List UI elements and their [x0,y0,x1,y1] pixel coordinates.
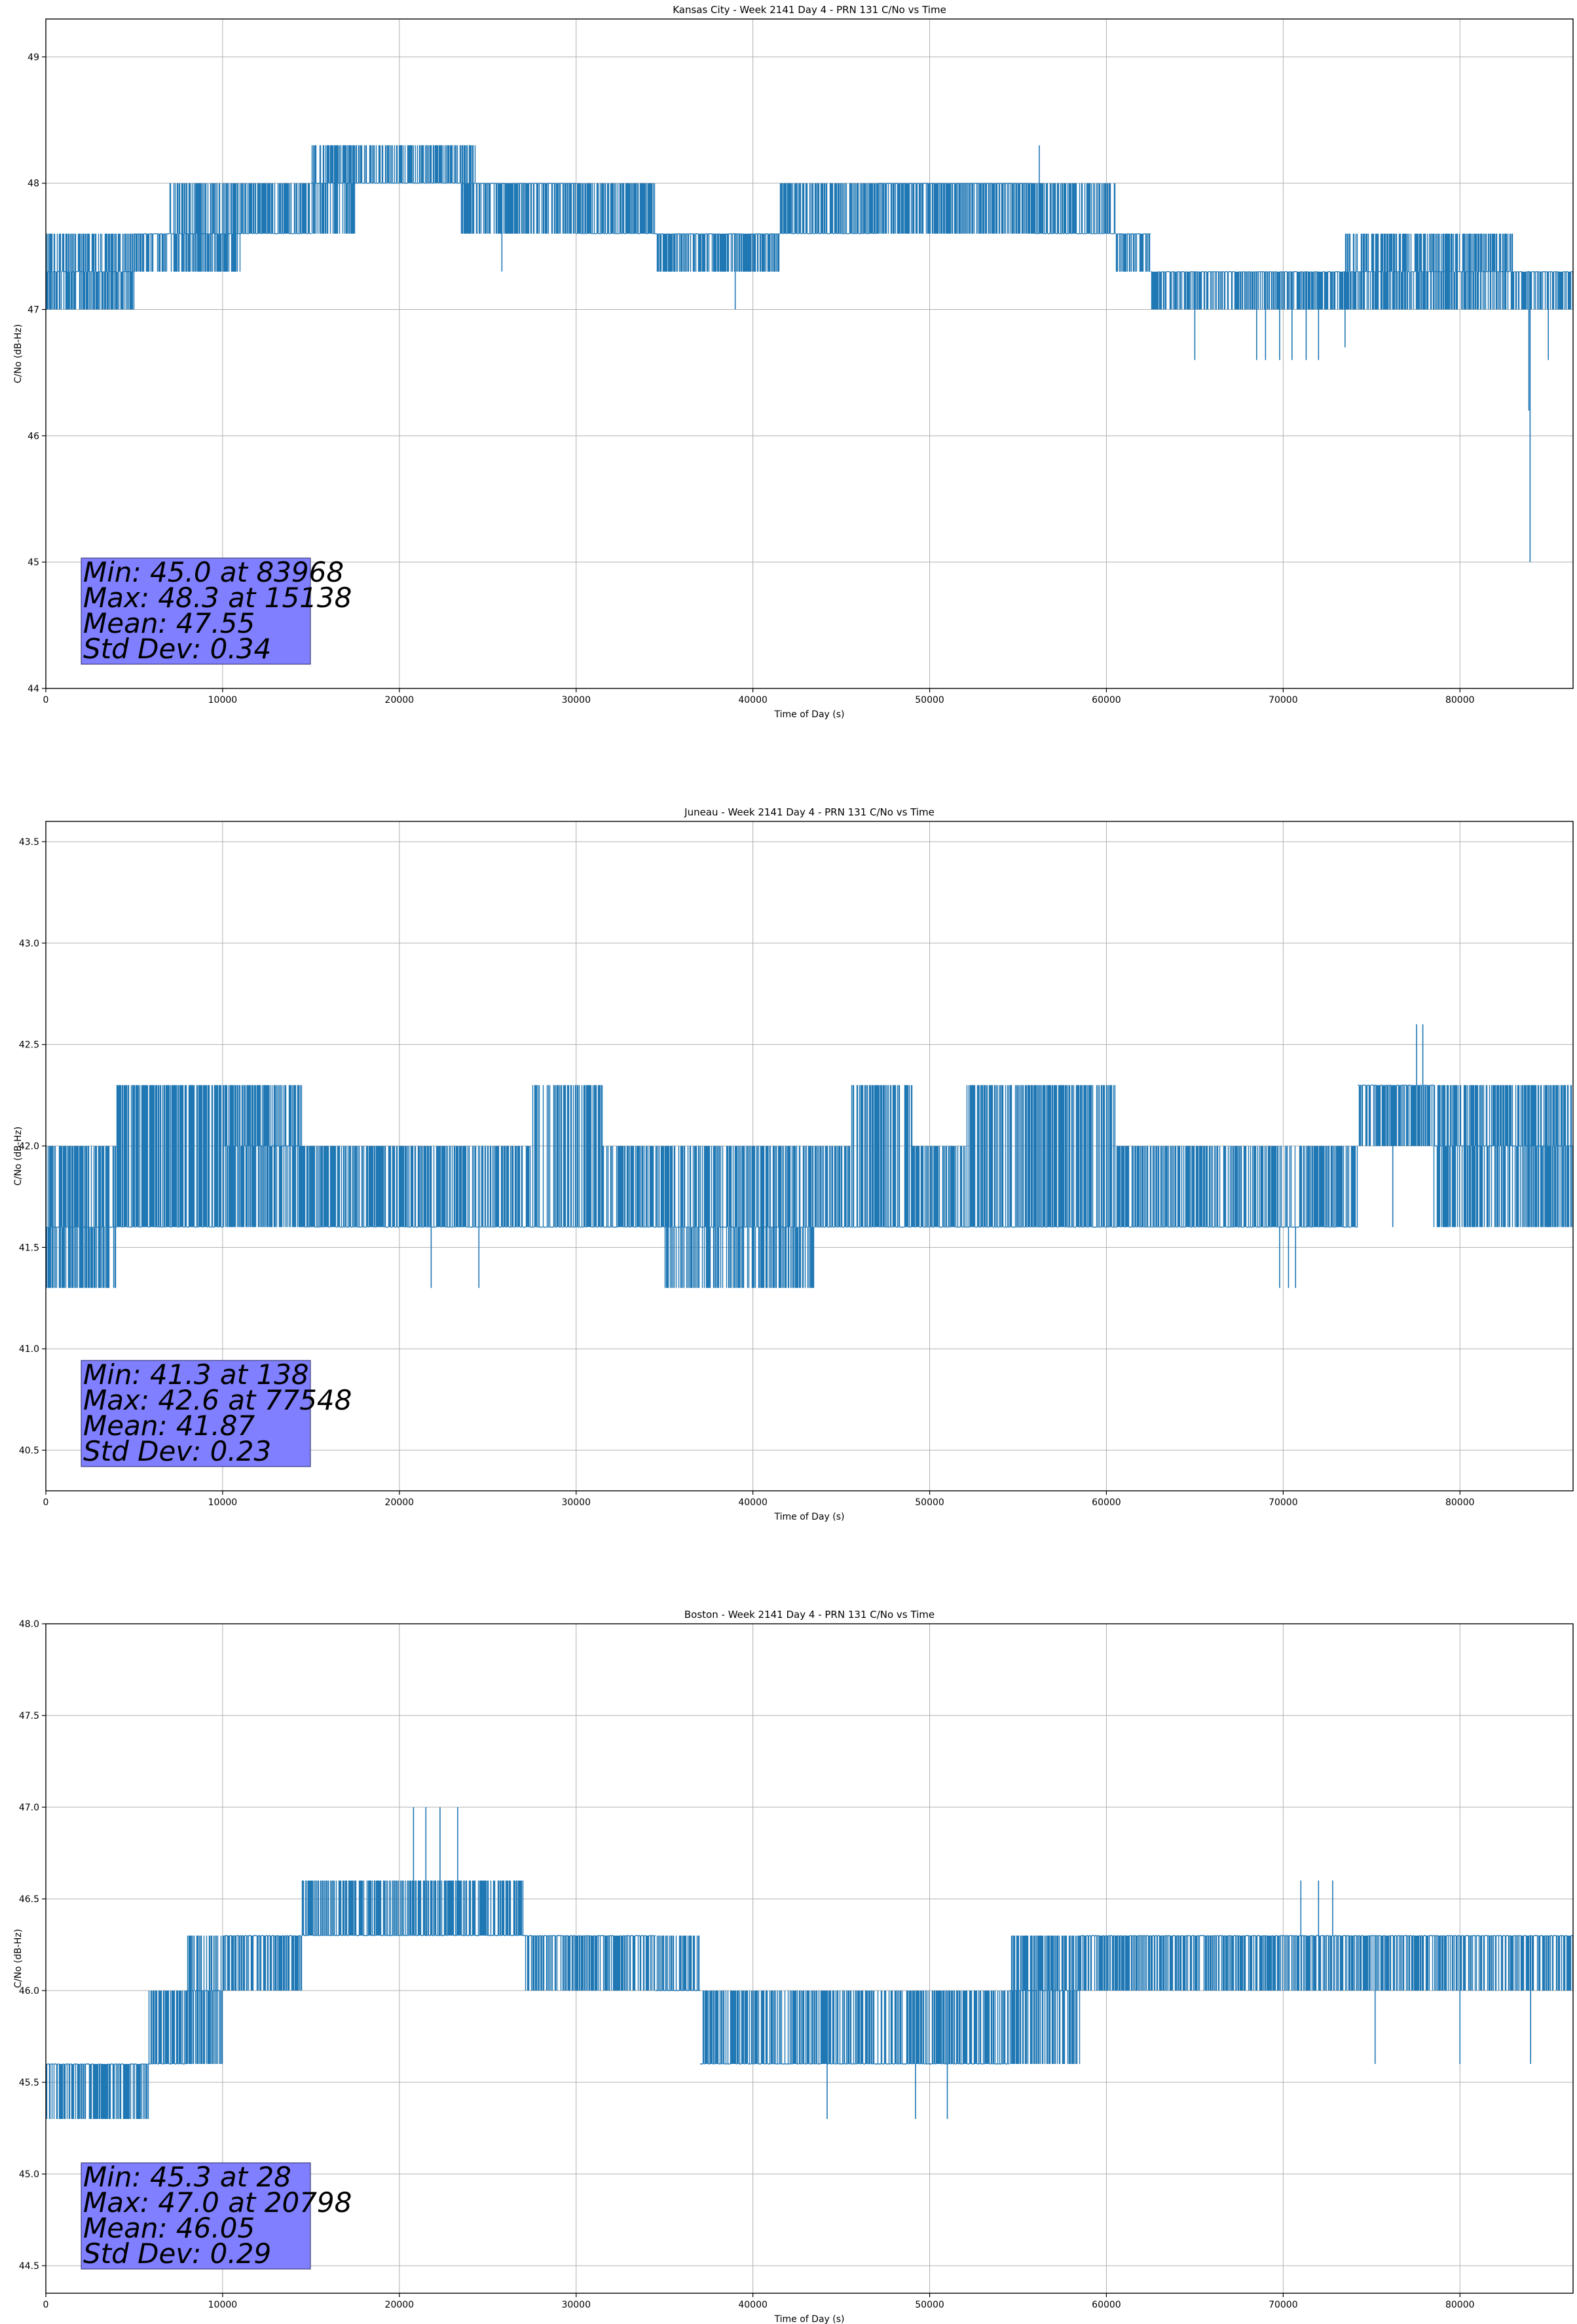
x-tick-label: 20000 [385,2300,415,2310]
y-tick-label: 45.0 [19,2169,39,2180]
x-tick-label: 0 [43,2300,49,2310]
x-tick-label: 70000 [1269,2300,1298,2310]
x-tick-label: 40000 [738,1497,768,1508]
y-tick-label: 43.5 [19,837,39,848]
kansas-city-chart: Kansas City - Week 2141 Day 4 - PRN 131 … [13,4,1574,720]
stats-std: Std Dev: 0.29 [83,2238,271,2270]
x-tick-label: 0 [43,695,49,705]
chart-title: Juneau - Week 2141 Day 4 - PRN 131 C/No … [684,806,935,818]
y-tick-label: 46 [28,431,39,441]
x-tick-label: 50000 [915,695,944,705]
y-tick-label: 42.0 [19,1142,39,1152]
x-axis-label: Time of Day (s) [774,1512,845,1522]
x-tick-label: 50000 [915,1497,944,1508]
x-tick-label: 40000 [738,695,768,705]
x-axis-label: Time of Day (s) [774,2314,845,2324]
y-tick-label: 44.5 [19,2261,39,2272]
y-tick-label: 43.0 [19,939,39,949]
stats-min: Min: 45.3 at 28 [83,2161,291,2193]
x-tick-label: 60000 [1092,2300,1121,2310]
stats-max: Max: 47.0 at 20798 [83,2186,352,2219]
x-tick-label: 40000 [738,2300,768,2310]
x-tick-label: 50000 [915,2300,944,2310]
y-axis-label: C/No (dB-Hz) [13,324,24,383]
stats-min: Min: 45.0 at 83968 [83,556,344,588]
x-tick-label: 80000 [1445,2300,1475,2310]
x-tick-label: 10000 [208,2300,238,2310]
stats-min: Min: 41.3 at 138 [83,1359,309,1391]
data-trace [45,145,1574,310]
x-tick-label: 10000 [208,695,238,705]
y-tick-label: 47.0 [19,1803,39,1813]
y-tick-label: 41.5 [19,1243,39,1253]
y-axis-label: C/No (dB-Hz) [13,1929,24,1988]
x-tick-label: 30000 [561,695,591,705]
y-tick-label: 47.5 [19,1711,39,1721]
plot-frame [45,18,1574,689]
stats-box [81,2162,311,2270]
stats-mean: Mean: 41.87 [83,1410,255,1442]
x-tick-label: 80000 [1445,695,1475,705]
data-trace [45,1881,1574,2119]
y-tick-label: 45.5 [19,2078,39,2088]
x-tick-label: 30000 [561,1497,591,1508]
stats-mean: Mean: 46.05 [83,2212,255,2244]
stats-max: Max: 42.6 at 77548 [83,1384,352,1416]
y-tick-label: 41.0 [19,1344,39,1355]
x-tick-label: 20000 [385,1497,415,1508]
y-tick-label: 42.5 [19,1040,39,1051]
y-tick-label: 49 [28,52,39,63]
stats-box [81,1360,311,1467]
x-tick-label: 80000 [1445,1497,1475,1508]
y-tick-label: 47 [28,305,39,316]
y-tick-label: 46.0 [19,1986,39,1996]
stats-mean: Mean: 47.55 [83,607,255,639]
y-tick-label: 48 [28,179,39,189]
x-tick-label: 20000 [385,695,415,705]
chart-title: Boston - Week 2141 Day 4 - PRN 131 C/No … [684,1609,935,1621]
stats-std: Std Dev: 0.23 [83,1435,271,1467]
y-tick-label: 46.5 [19,1894,39,1905]
y-tick-label: 40.5 [19,1446,39,1456]
x-tick-label: 30000 [561,2300,591,2310]
boston-chart: Boston - Week 2141 Day 4 - PRN 131 C/No … [13,1609,1574,2324]
y-tick-label: 48.0 [19,1619,39,1630]
plot-frame [45,1623,1574,2294]
chart-title: Kansas City - Week 2141 Day 4 - PRN 131 … [673,4,946,16]
data-trace [45,1084,1574,1288]
x-tick-label: 60000 [1092,695,1121,705]
x-tick-label: 70000 [1269,695,1298,705]
y-axis-label: C/No (dB-Hz) [13,1127,24,1186]
y-tick-label: 44 [28,684,39,694]
stats-max: Max: 48.3 at 15138 [83,582,352,614]
plot-frame [45,821,1574,1491]
x-axis-label: Time of Day (s) [774,709,845,720]
y-tick-label: 45 [28,557,39,568]
stats-std: Std Dev: 0.34 [83,633,271,665]
juneau-chart: Juneau - Week 2141 Day 4 - PRN 131 C/No … [13,806,1574,1522]
x-tick-label: 70000 [1269,1497,1298,1508]
stats-box [81,557,311,665]
x-tick-label: 60000 [1092,1497,1121,1508]
x-tick-label: 10000 [208,1497,238,1508]
x-tick-label: 0 [43,1497,49,1508]
